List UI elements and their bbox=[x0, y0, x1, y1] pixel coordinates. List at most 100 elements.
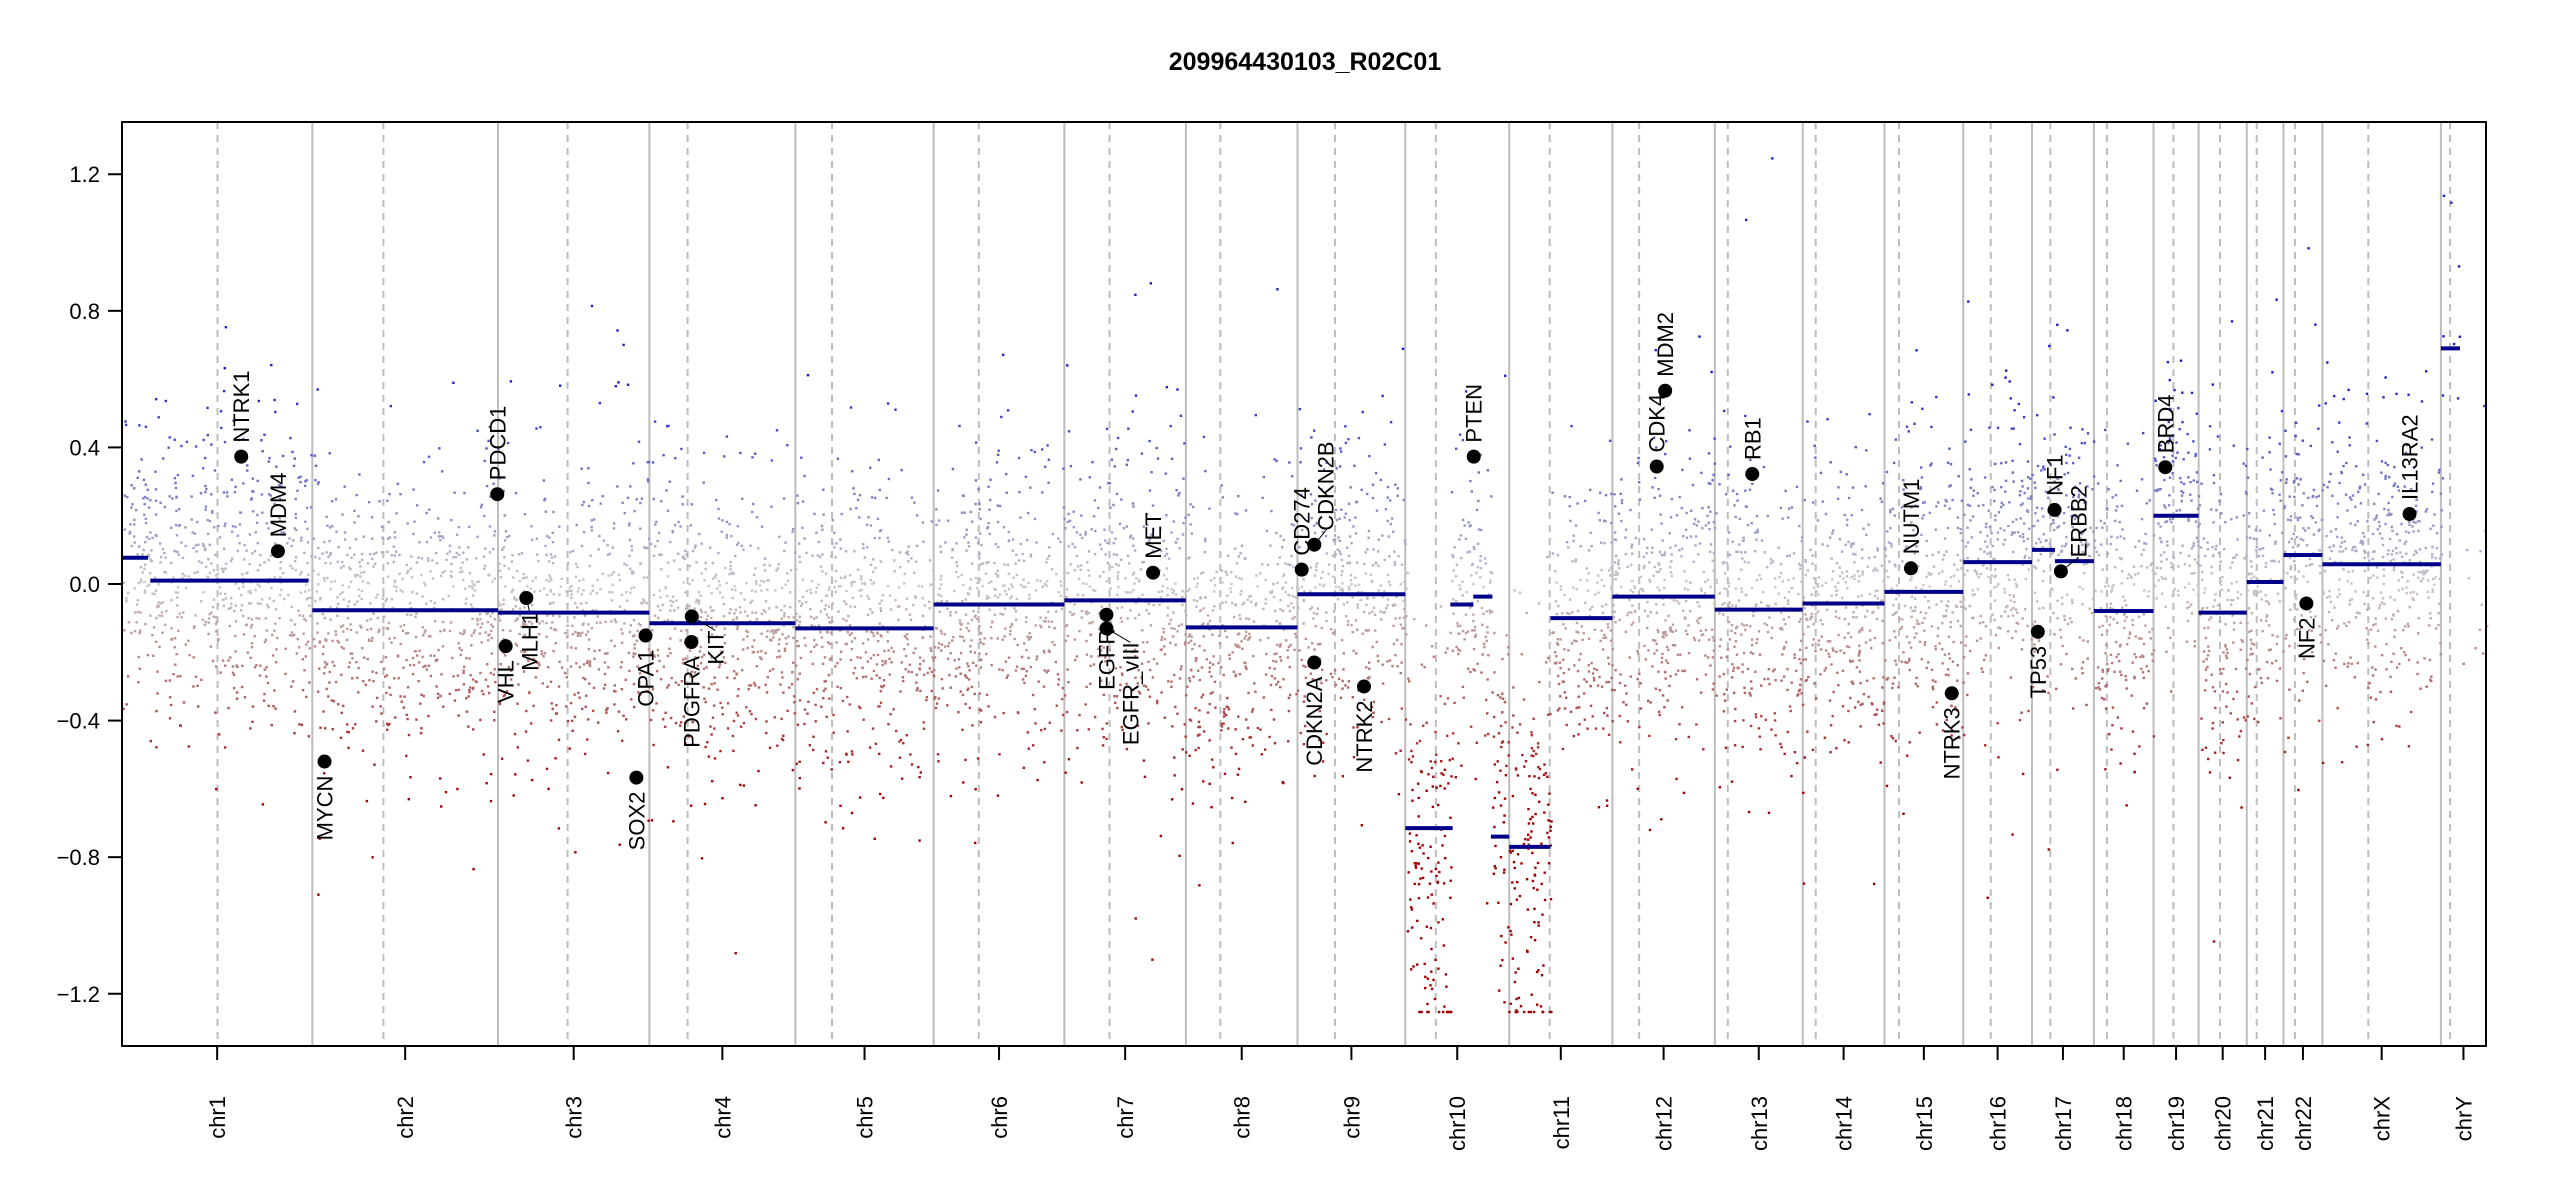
probe-point bbox=[629, 624, 633, 627]
probe-point bbox=[929, 583, 932, 586]
probe-point bbox=[328, 681, 331, 684]
probe-point bbox=[197, 705, 200, 708]
probe-point bbox=[375, 551, 378, 554]
probe-point bbox=[528, 691, 531, 694]
probe-point bbox=[1025, 670, 1028, 673]
probe-point bbox=[369, 553, 372, 556]
probe-point bbox=[860, 588, 863, 592]
probe-point bbox=[588, 662, 591, 665]
probe-point bbox=[1156, 701, 1159, 705]
probe-point bbox=[358, 594, 361, 598]
probe-point bbox=[266, 603, 269, 607]
probe-point bbox=[303, 617, 306, 621]
probe-point bbox=[143, 591, 147, 594]
probe-point bbox=[1289, 563, 1292, 567]
probe-point bbox=[1602, 727, 1605, 730]
probe-point bbox=[839, 686, 843, 690]
probe-point bbox=[813, 645, 816, 648]
probe-point bbox=[1430, 987, 1434, 991]
probe-point bbox=[1562, 671, 1565, 675]
probe-point bbox=[1674, 629, 1678, 632]
probe-point bbox=[990, 637, 993, 640]
probe-point bbox=[1146, 523, 1149, 526]
probe-point bbox=[1185, 751, 1188, 754]
probe-point bbox=[324, 562, 327, 565]
probe-point bbox=[1098, 627, 1101, 631]
probe-point bbox=[535, 661, 539, 664]
probe-point bbox=[613, 703, 616, 706]
probe-point bbox=[293, 710, 297, 713]
probe-point bbox=[530, 525, 533, 528]
probe-point bbox=[786, 709, 789, 712]
probe-point bbox=[585, 694, 588, 697]
probe-point bbox=[935, 508, 938, 511]
probe-point bbox=[1426, 977, 1429, 980]
probe-point bbox=[360, 558, 364, 561]
probe-point bbox=[996, 794, 1000, 797]
probe-point bbox=[151, 592, 154, 595]
probe-point bbox=[1012, 576, 1015, 579]
probe-point bbox=[680, 680, 683, 683]
probe-point bbox=[233, 491, 237, 494]
probe-point bbox=[502, 489, 505, 493]
probe-point bbox=[1319, 576, 1323, 580]
probe-point bbox=[1138, 613, 1141, 616]
probe-point bbox=[436, 696, 440, 699]
probe-point bbox=[905, 734, 908, 737]
probe-point bbox=[596, 615, 599, 618]
probe-point bbox=[961, 494, 965, 497]
probe-point bbox=[978, 578, 982, 581]
probe-point bbox=[587, 504, 591, 508]
probe-point bbox=[630, 570, 633, 573]
probe-point bbox=[651, 709, 655, 712]
probe-point bbox=[806, 374, 810, 377]
probe-point bbox=[1347, 554, 1351, 557]
probe-point bbox=[196, 684, 199, 687]
probe-point bbox=[1476, 542, 1480, 545]
probe-point bbox=[1535, 970, 1539, 974]
probe-point bbox=[965, 528, 968, 531]
probe-point bbox=[1092, 515, 1096, 518]
probe-point bbox=[429, 654, 432, 657]
probe-point bbox=[746, 614, 749, 618]
probe-point bbox=[349, 568, 352, 571]
probe-point bbox=[798, 760, 801, 763]
probe-point bbox=[549, 719, 553, 722]
probe-point bbox=[1163, 716, 1166, 719]
probe-point bbox=[915, 681, 918, 684]
probe-point bbox=[1405, 614, 1408, 618]
probe-point bbox=[381, 597, 385, 600]
probe-point bbox=[393, 636, 396, 640]
probe-point bbox=[846, 730, 849, 733]
probe-point bbox=[593, 657, 596, 660]
probe-point bbox=[1230, 746, 1233, 749]
probe-point bbox=[232, 673, 236, 677]
probe-point bbox=[884, 659, 887, 663]
probe-point bbox=[486, 663, 489, 666]
probe-point bbox=[1169, 424, 1172, 428]
probe-point bbox=[172, 576, 175, 579]
probe-point bbox=[250, 498, 253, 501]
probe-point bbox=[1398, 616, 1401, 620]
probe-point bbox=[1134, 601, 1138, 604]
probe-point bbox=[1333, 534, 1337, 537]
probe-point bbox=[1689, 581, 1692, 584]
probe-point bbox=[1432, 775, 1435, 778]
probe-point bbox=[463, 629, 466, 632]
probe-point bbox=[1170, 588, 1173, 591]
probe-point bbox=[803, 636, 806, 640]
probe-point bbox=[468, 572, 472, 575]
probe-point bbox=[1270, 590, 1274, 593]
probe-point bbox=[1684, 617, 1687, 620]
probe-point bbox=[633, 509, 636, 513]
probe-point bbox=[919, 689, 922, 693]
probe-point bbox=[246, 571, 249, 574]
probe-point bbox=[659, 596, 662, 599]
probe-point bbox=[824, 750, 828, 753]
probe-point bbox=[746, 635, 749, 638]
probe-point bbox=[1600, 629, 1603, 632]
probe-point bbox=[317, 546, 320, 550]
probe-point bbox=[306, 640, 310, 643]
probe-point bbox=[1612, 610, 1615, 613]
probe-point bbox=[680, 447, 683, 451]
